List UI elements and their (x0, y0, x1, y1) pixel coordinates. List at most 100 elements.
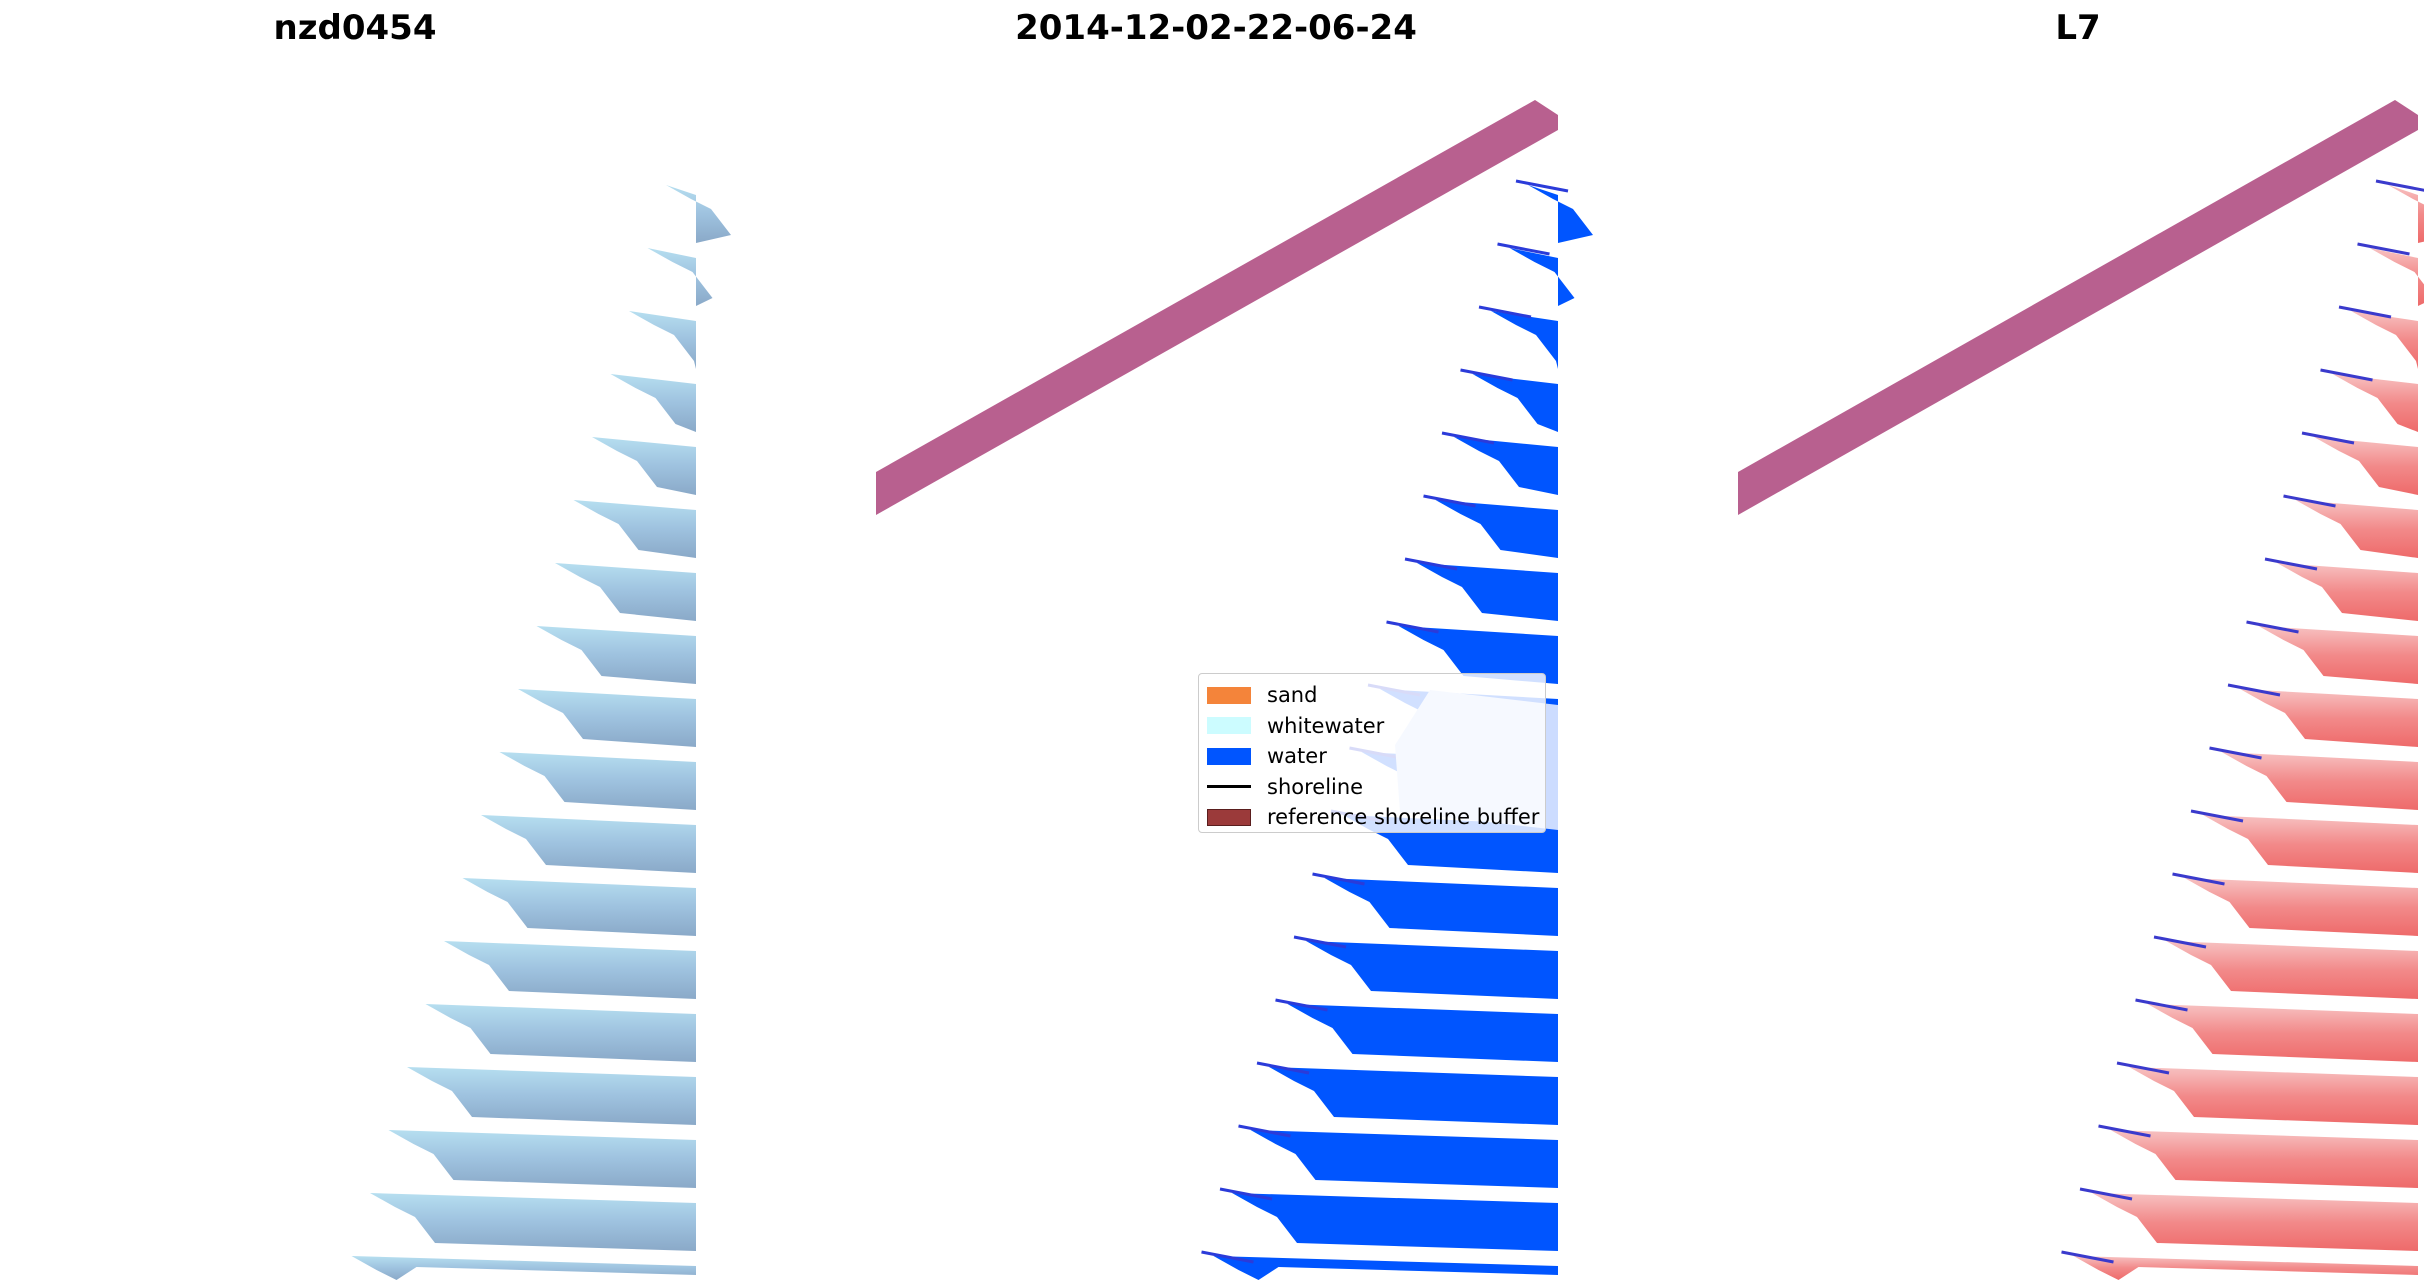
image-stripe (1454, 437, 1558, 495)
shoreline-segment (1497, 242, 1550, 256)
legend-label: water (1267, 744, 1327, 769)
image-stripe (481, 815, 696, 873)
rgb-stripes (351, 185, 731, 1280)
panel-title-classified: 2014-12-02-22-06-24 (1015, 8, 1417, 48)
image-stripe (444, 941, 696, 999)
shoreline-segment (1386, 620, 1439, 634)
image-stripe (647, 248, 713, 306)
shoreline-segment (1201, 1250, 1254, 1264)
legend-item-sand: sand (1207, 680, 1537, 711)
shoreline-segment (2153, 935, 2207, 949)
image-stripe (1213, 1256, 1558, 1280)
image-stripe (2277, 563, 2418, 621)
shoreline-segment (1515, 179, 1569, 193)
shoreline-segment (2283, 494, 2336, 508)
shoreline-segment (2079, 1187, 2133, 1201)
image-stripe (555, 563, 696, 621)
whitewater-swatch-icon (1207, 717, 1251, 735)
shoreline-segment (2246, 620, 2299, 634)
shoreline-segment (1219, 1187, 1273, 1201)
image-stripe (1528, 185, 1593, 243)
image-stripe (1250, 1130, 1558, 1188)
image-stripe (592, 437, 696, 495)
shoreline-segment (2320, 368, 2373, 382)
legend-item-shoreline: shoreline (1207, 772, 1537, 803)
water-swatch-icon (1207, 747, 1251, 765)
image-stripe (2147, 1004, 2418, 1062)
image-stripe (1472, 374, 1558, 432)
image-stripe (1509, 248, 1575, 306)
legend-label: whitewater (1267, 713, 1385, 738)
image-stripe (2314, 437, 2418, 495)
legend: sand whitewater water shoreline referenc… (1198, 673, 1546, 833)
shoreline-segment (1441, 431, 1495, 445)
image-stripe (1306, 941, 1558, 999)
image-stripe (462, 878, 696, 936)
image-stripe (536, 626, 696, 684)
legend-label: sand (1267, 683, 1318, 708)
shoreline-segment (2172, 872, 2225, 886)
image-stripe (2166, 941, 2418, 999)
image-stripe (1324, 878, 1558, 936)
image-stripe (518, 689, 696, 747)
image-stripe (499, 752, 696, 810)
image-stripe (1269, 1067, 1558, 1125)
shoreline-segment (1478, 305, 1532, 319)
image-stripe (1287, 1004, 1558, 1062)
shoreline-segment (2357, 242, 2410, 256)
shoreline-segment (2264, 557, 2318, 571)
shoreline-segment (1460, 368, 1513, 382)
shoreline-segment (2338, 305, 2392, 319)
image-stripe (370, 1193, 696, 1251)
image-stripe (2092, 1193, 2418, 1251)
image-stripe (425, 1004, 696, 1062)
index-stripes (2061, 179, 2424, 1280)
legend-label: shoreline (1267, 774, 1364, 799)
shoreline-segment (2209, 746, 2262, 760)
shoreline-segment (2227, 683, 2281, 697)
image-stripe (2110, 1130, 2418, 1188)
legend-item-water: water (1207, 741, 1537, 772)
legend-item-whitewater: whitewater (1207, 711, 1537, 742)
image-stripe (2129, 1067, 2418, 1125)
shoreline-segment (1404, 557, 1458, 571)
image-stripe (2221, 752, 2418, 810)
image-stripe (2203, 815, 2418, 873)
legend-label: reference shoreline buffer (1267, 805, 1540, 830)
shoreline-line-icon (1207, 785, 1251, 789)
buffer-swatch-icon (1207, 808, 1251, 826)
image-stripe (610, 374, 696, 432)
image-stripe (2351, 311, 2418, 369)
image-stripe (666, 185, 731, 243)
image-stripe (2332, 374, 2418, 432)
shoreline-segment (2135, 998, 2188, 1012)
image-stripe (629, 311, 696, 369)
legend-item-reference-buffer: reference shoreline buffer (1207, 802, 1540, 833)
shoreline-segment (2190, 809, 2244, 823)
image-stripe (351, 1256, 696, 1280)
image-stripe (2388, 185, 2424, 243)
image-stripe (2240, 689, 2418, 747)
shoreline-segment (1238, 1124, 1291, 1138)
image-stripe (1398, 626, 1558, 684)
sand-swatch-icon (1207, 686, 1251, 704)
shoreline-segment (1256, 1061, 1310, 1075)
image-stripe (2295, 500, 2418, 558)
image-stripe (2258, 626, 2418, 684)
shoreline-segment (2301, 431, 2355, 445)
image-stripe (2184, 878, 2418, 936)
shoreline-segment (2375, 179, 2424, 192)
image-stripe (573, 500, 696, 558)
shoreline-segment (2116, 1061, 2170, 1075)
image-stripe (1491, 311, 1558, 369)
image-stripe (2073, 1256, 2418, 1280)
shoreline-segment (1423, 494, 1476, 508)
shoreline-segment (1275, 998, 1328, 1012)
panel-title-rgb: nzd0454 (273, 8, 437, 48)
reference-shoreline-buffer-3 (1738, 100, 2418, 515)
image-stripe (1417, 563, 1558, 621)
reference-shoreline-buffer-2 (876, 100, 1558, 515)
shoreline-segment (2061, 1250, 2114, 1264)
